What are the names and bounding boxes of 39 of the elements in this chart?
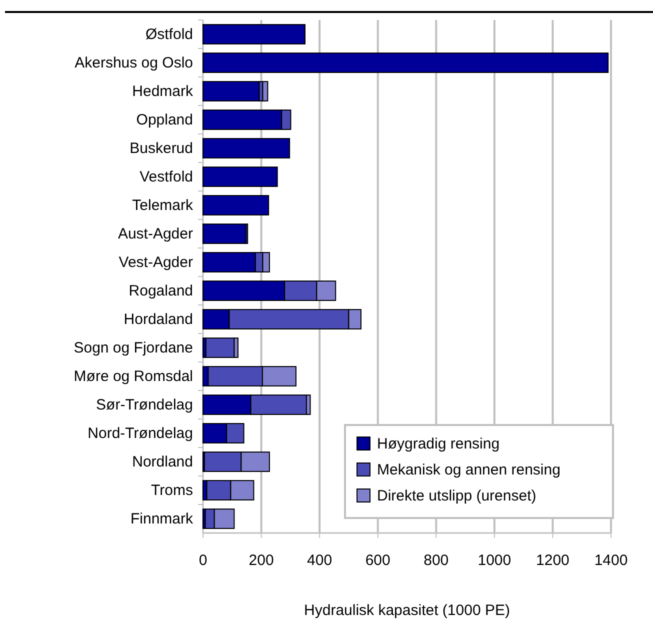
x-tick-label: 1400 — [594, 552, 628, 569]
x-axis-title: Hydraulisk kapasitet (1000 PE) — [304, 602, 510, 619]
y-tick-label: Vest-Agder — [118, 254, 193, 271]
y-tick-label: Sogn og Fjordane — [74, 339, 193, 356]
y-tick-label: Nordland — [132, 453, 193, 470]
y-tick-label: Hordaland — [124, 310, 193, 328]
x-tick-label: 1200 — [536, 552, 570, 569]
x-tick-label: 800 — [424, 552, 449, 569]
bar — [205, 338, 235, 358]
legend-label: Mekanisk og annen rensing — [377, 462, 560, 478]
y-tick-label: Møre og Romsdal — [74, 368, 193, 385]
y-tick-label: Troms — [151, 482, 193, 499]
y-tick-label: Oppland — [136, 111, 193, 128]
bar — [202, 195, 270, 216]
bar — [202, 224, 247, 244]
y-tick-label: Akershus og Oslo — [74, 54, 193, 72]
x-tick-label: 200 — [248, 552, 274, 569]
x-tick-label: 400 — [307, 552, 332, 569]
x-tick-label: 600 — [365, 552, 390, 569]
bar — [202, 24, 306, 44]
legend-label: Direkte utslipp (urenset) — [377, 488, 536, 504]
bar — [202, 138, 290, 158]
y-tick-label: Hedmark — [132, 82, 194, 100]
y-tick-label: Rogaland — [128, 282, 193, 300]
bar — [202, 166, 278, 187]
y-tick-label: Buskerud — [130, 140, 193, 157]
y-tick-label: Aust-Agder — [118, 225, 193, 242]
bar — [262, 81, 268, 102]
y-tick-label: Østfold — [145, 26, 193, 43]
bar — [202, 81, 260, 102]
x-tick-label: 1000 — [478, 552, 512, 569]
y-tick-label: Finnmark — [130, 510, 194, 528]
y-tick-label: Telemark — [132, 196, 194, 214]
y-tick-label: Sør-Trøndelag — [96, 396, 193, 414]
x-tick-label: 0 — [198, 552, 208, 569]
y-tick-label: Vestfold — [140, 168, 193, 186]
legend-label: Høygradig rensing — [377, 436, 500, 452]
bar — [202, 52, 609, 73]
y-tick-label: Nord-Trøndelag — [88, 424, 193, 442]
